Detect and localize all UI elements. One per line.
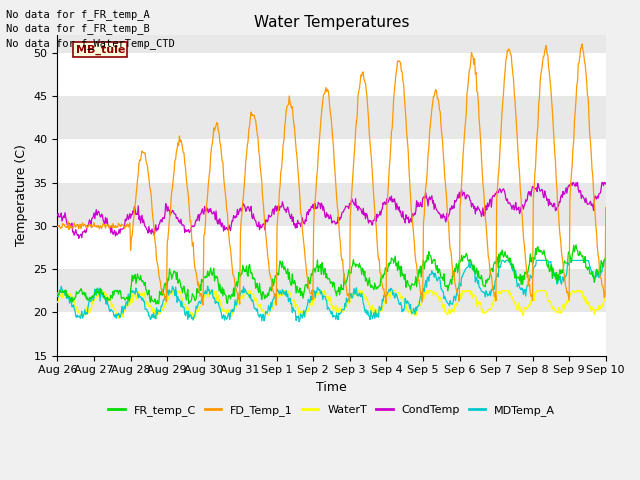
X-axis label: Time: Time	[316, 381, 347, 394]
Legend: FR_temp_C, FD_Temp_1, WaterT, CondTemp, MDTemp_A: FR_temp_C, FD_Temp_1, WaterT, CondTemp, …	[104, 401, 560, 420]
Text: MB_tule: MB_tule	[76, 45, 125, 55]
Bar	[58, 182, 605, 226]
Bar	[58, 312, 605, 356]
Bar	[58, 53, 605, 96]
Text: No data for f_FR_temp_A: No data for f_FR_temp_A	[6, 9, 150, 20]
Bar	[58, 139, 605, 182]
Bar	[58, 269, 605, 312]
Bar	[58, 226, 605, 269]
Text: No data for f_WaterTemp_CTD: No data for f_WaterTemp_CTD	[6, 37, 175, 48]
Title: Water Temperatures: Water Temperatures	[254, 15, 410, 30]
Bar	[58, 96, 605, 139]
Y-axis label: Temperature (C): Temperature (C)	[15, 144, 28, 246]
Text: No data for f_FR_temp_B: No data for f_FR_temp_B	[6, 23, 150, 34]
